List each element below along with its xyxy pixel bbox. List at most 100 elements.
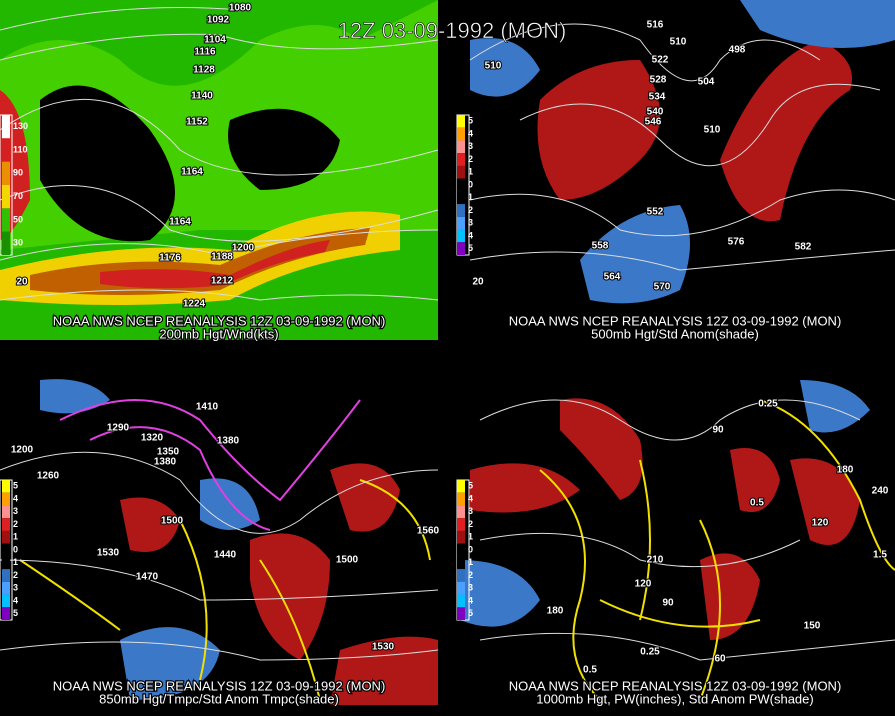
contour-label: 180 xyxy=(837,465,854,476)
contour-label: 1410 xyxy=(196,402,219,413)
legend-label: 4 xyxy=(468,493,473,503)
legend-label: 2 xyxy=(468,570,473,580)
contour-label: 1530 xyxy=(372,642,395,653)
anomaly xyxy=(470,398,860,640)
legend-label: 110 xyxy=(13,144,28,154)
panel-footer: NOAA NWS NCEP REANALYSIS 12Z 03-09-1992 … xyxy=(509,678,842,693)
legend-label: 30 xyxy=(13,238,23,248)
legend-swatch xyxy=(2,208,10,232)
contour-label: 1200 xyxy=(232,243,255,254)
legend-swatch xyxy=(457,505,465,519)
contour-label: 240 xyxy=(872,486,889,497)
legend-swatch xyxy=(457,204,465,217)
legend-swatch xyxy=(457,178,465,192)
contour-label: 582 xyxy=(795,242,812,253)
legend-swatch xyxy=(457,242,465,255)
legend-label: 4 xyxy=(13,595,18,605)
legend-label: 4 xyxy=(13,493,18,503)
legend-label: 5 xyxy=(468,481,473,491)
legend-swatch xyxy=(457,607,465,620)
contour-label: 1212 xyxy=(211,276,234,287)
contour xyxy=(539,399,895,701)
contour-label: 1260 xyxy=(37,471,60,482)
legend-swatch xyxy=(2,594,10,608)
legend-label: 3 xyxy=(13,506,18,516)
contour-label: 1290 xyxy=(107,423,130,434)
legend-label: 3 xyxy=(468,141,473,151)
panel-1000mb xyxy=(455,375,895,705)
contour-label: 1320 xyxy=(141,433,164,444)
legend-label: 0 xyxy=(468,179,473,189)
contour xyxy=(59,399,361,531)
anomaly xyxy=(40,379,260,700)
contour-label: 1380 xyxy=(217,436,240,447)
legend-swatch xyxy=(457,127,465,141)
legend-swatch xyxy=(457,530,465,544)
contour-label: 1164 xyxy=(181,167,203,178)
contour-label: 510 xyxy=(704,125,721,136)
legend-label: 3 xyxy=(468,218,473,228)
legend-label: 2 xyxy=(468,519,473,529)
contour-label: 1380 xyxy=(154,457,177,468)
legend-label: 2 xyxy=(13,570,18,580)
legend-label: 5 xyxy=(468,608,473,618)
legend-label: 4 xyxy=(468,230,473,240)
contour-label: 1560 xyxy=(417,526,440,537)
legend-swatch xyxy=(457,153,465,166)
contour-label: 1500 xyxy=(161,516,184,527)
legend-swatch xyxy=(2,607,10,620)
contour-label: 552 xyxy=(647,207,664,218)
contour-label: 180 xyxy=(547,606,564,617)
contour-label: 1128 xyxy=(193,65,215,76)
contour-label: 120 xyxy=(812,518,829,529)
legend-label: 2 xyxy=(468,205,473,215)
legend-swatch xyxy=(2,161,10,185)
contour-label: 1080 xyxy=(229,3,252,14)
jet xyxy=(100,240,330,289)
legend-swatch xyxy=(457,191,465,205)
legend-label: 2 xyxy=(468,154,473,164)
contour-label: 1092 xyxy=(207,15,230,26)
contour-label: 510 xyxy=(485,61,502,72)
legend-label: 3 xyxy=(13,583,18,593)
legend-swatch xyxy=(457,581,465,595)
legend-label: 130 xyxy=(13,121,28,131)
legend-label: 1 xyxy=(13,532,18,542)
legend-label: 3 xyxy=(468,583,473,593)
contour-label: 1350 xyxy=(157,447,180,458)
legend-swatch xyxy=(2,480,10,493)
legend-label: 1 xyxy=(468,557,473,567)
legend-swatch xyxy=(457,569,465,582)
contour-label: 1500 xyxy=(336,555,359,566)
page-title: 12Z 03-09-1992 (MON) xyxy=(338,18,567,43)
panel-footer: NOAA NWS NCEP REANALYSIS 12Z 03-09-1992 … xyxy=(509,313,842,328)
legend-swatch xyxy=(2,530,10,544)
contour-label: 522 xyxy=(652,55,669,66)
legend-swatch xyxy=(2,556,10,570)
panel-footer: NOAA NWS NCEP REANALYSIS 12Z 03-09-1992 … xyxy=(53,678,386,693)
contour-label: 1116 xyxy=(194,47,216,58)
contour xyxy=(0,451,439,661)
contour-label: 0.5 xyxy=(750,498,764,509)
anomaly xyxy=(460,380,870,627)
panel-850mb xyxy=(0,375,439,705)
contour-label: 516 xyxy=(647,20,664,31)
contour-label: 498 xyxy=(729,45,746,56)
legend-label: 3 xyxy=(468,506,473,516)
legend-swatch xyxy=(457,115,465,128)
legend-swatch xyxy=(457,543,465,557)
contour-label: 576 xyxy=(728,237,745,248)
contour-label: 1176 xyxy=(159,253,181,264)
contour-label: 120 xyxy=(635,579,652,590)
legend-swatch xyxy=(2,185,10,209)
legend-swatch xyxy=(2,231,10,255)
contour-label: 1440 xyxy=(214,550,237,561)
contour-label: 0.25 xyxy=(640,647,660,658)
legend-label: 0 xyxy=(13,544,18,554)
contour-label: 1200 xyxy=(11,445,34,456)
contour-label: 1.5 xyxy=(873,550,887,561)
legend-swatch xyxy=(457,229,465,243)
legend-label: 1 xyxy=(468,167,473,177)
legend-swatch xyxy=(457,216,465,230)
contour-label: 0.5 xyxy=(583,665,597,676)
